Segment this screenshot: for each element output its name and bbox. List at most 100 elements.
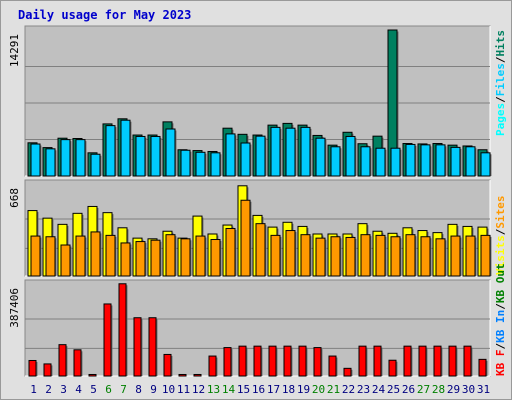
x-tick-label: 13: [207, 383, 220, 396]
sites-bar: [480, 234, 491, 277]
files-bar: [225, 133, 236, 177]
files-bar: [270, 126, 281, 177]
files-bar: [450, 146, 461, 177]
sites-bar: [180, 238, 191, 277]
files-bar: [420, 144, 431, 177]
kbf-bar: [373, 345, 382, 377]
sites-bar: [300, 234, 311, 277]
sites-bar: [345, 236, 356, 277]
files-bar: [330, 146, 341, 177]
x-tick-label: 28: [432, 383, 445, 396]
sites-bar: [210, 239, 221, 277]
x-tick-label: 5: [90, 383, 97, 396]
x-tick-label: 3: [60, 383, 67, 396]
x-tick-label: 18: [282, 383, 295, 396]
x-tick-label: 23: [357, 383, 370, 396]
files-bar: [435, 144, 446, 177]
kbf-bar: [193, 373, 202, 377]
sites-bar: [285, 230, 296, 277]
x-tick-label: 12: [192, 383, 205, 396]
panel-visits-sites: 668: [8, 179, 492, 277]
kbf-bar: [328, 355, 337, 377]
files-bar: [135, 135, 146, 177]
files-bar: [60, 139, 71, 177]
kbf-bar: [418, 345, 427, 377]
kbf-bar: [103, 303, 112, 377]
kbf-bar: [73, 349, 82, 377]
files-bar: [315, 137, 326, 177]
kbf-bar: [148, 317, 157, 377]
x-tick-label: 24: [372, 383, 386, 396]
kbf-bar: [313, 347, 322, 377]
sites-bar: [255, 223, 266, 277]
x-tick-label: 7: [120, 383, 127, 396]
sites-bar: [405, 234, 416, 277]
files-bar: [300, 126, 311, 177]
sites-bar: [75, 235, 86, 277]
x-tick-label: 30: [462, 383, 475, 396]
sites-bar: [420, 236, 431, 277]
kbf-bar: [28, 359, 37, 377]
kbf-bar: [238, 345, 247, 377]
x-tick-label: 29: [447, 383, 460, 396]
sites-bar: [135, 241, 146, 277]
sites-bar: [315, 237, 326, 277]
x-tick-label: 26: [402, 383, 415, 396]
x-tick-label: 8: [135, 383, 142, 396]
sites-bar: [360, 234, 371, 277]
sites-bar: [375, 234, 386, 277]
x-tick-label: 25: [387, 383, 400, 396]
files-bar: [240, 142, 251, 177]
legend-kb: KB F/KB In/KB Out: [494, 263, 507, 376]
x-tick-label: 17: [267, 383, 280, 396]
files-bar: [405, 143, 416, 177]
x-tick-label: 22: [342, 383, 355, 396]
kbf-bar: [43, 363, 52, 377]
kbf-bar: [388, 359, 397, 377]
files-bar: [45, 148, 56, 177]
files-bar: [165, 128, 176, 177]
files-bar: [180, 149, 191, 177]
sites-bar: [165, 234, 176, 277]
sites-bar: [240, 199, 251, 277]
x-tick-label: 15: [237, 383, 250, 396]
x-tick-label: 21: [327, 383, 340, 396]
files-bar: [255, 135, 266, 177]
y-max-label: 14291: [8, 34, 21, 67]
x-tick-label: 9: [150, 383, 157, 396]
kbf-bar: [163, 353, 172, 377]
kbf-bar: [88, 373, 97, 377]
x-tick-label: 6: [105, 383, 112, 396]
legend-visits-sites: Visits/Sites: [494, 196, 507, 276]
files-bar: [90, 153, 101, 177]
files-bar: [105, 125, 116, 177]
sites-bar: [45, 236, 56, 277]
files-bar: [345, 135, 356, 177]
files-bar: [210, 152, 221, 177]
files-bar: [465, 146, 476, 177]
kbf-bar: [58, 344, 67, 377]
kbf-bar: [463, 345, 472, 377]
sites-bar: [90, 231, 101, 277]
sites-bar: [390, 236, 401, 277]
sites-bar: [60, 244, 71, 277]
kbf-bar: [223, 347, 232, 377]
kbf-bar: [178, 373, 187, 377]
sites-bar: [270, 234, 281, 277]
sites-bar: [105, 234, 116, 277]
kbf-bar: [433, 345, 442, 377]
kbf-bar: [448, 345, 457, 377]
legend-hits-files-pages: Pages/Files/Hits: [494, 30, 507, 136]
x-tick-label: 20: [312, 383, 325, 396]
x-tick-label: 11: [177, 383, 190, 396]
files-bar: [480, 152, 491, 177]
sites-bar: [435, 238, 446, 277]
kbf-bar: [133, 317, 142, 377]
x-tick-label: 16: [252, 383, 265, 396]
kbf-bar: [118, 283, 127, 377]
sites-bar: [330, 236, 341, 277]
kbf-bar: [298, 345, 307, 377]
x-tick-label: 10: [162, 383, 175, 396]
kbf-bar: [343, 367, 352, 377]
files-bar: [75, 139, 86, 177]
